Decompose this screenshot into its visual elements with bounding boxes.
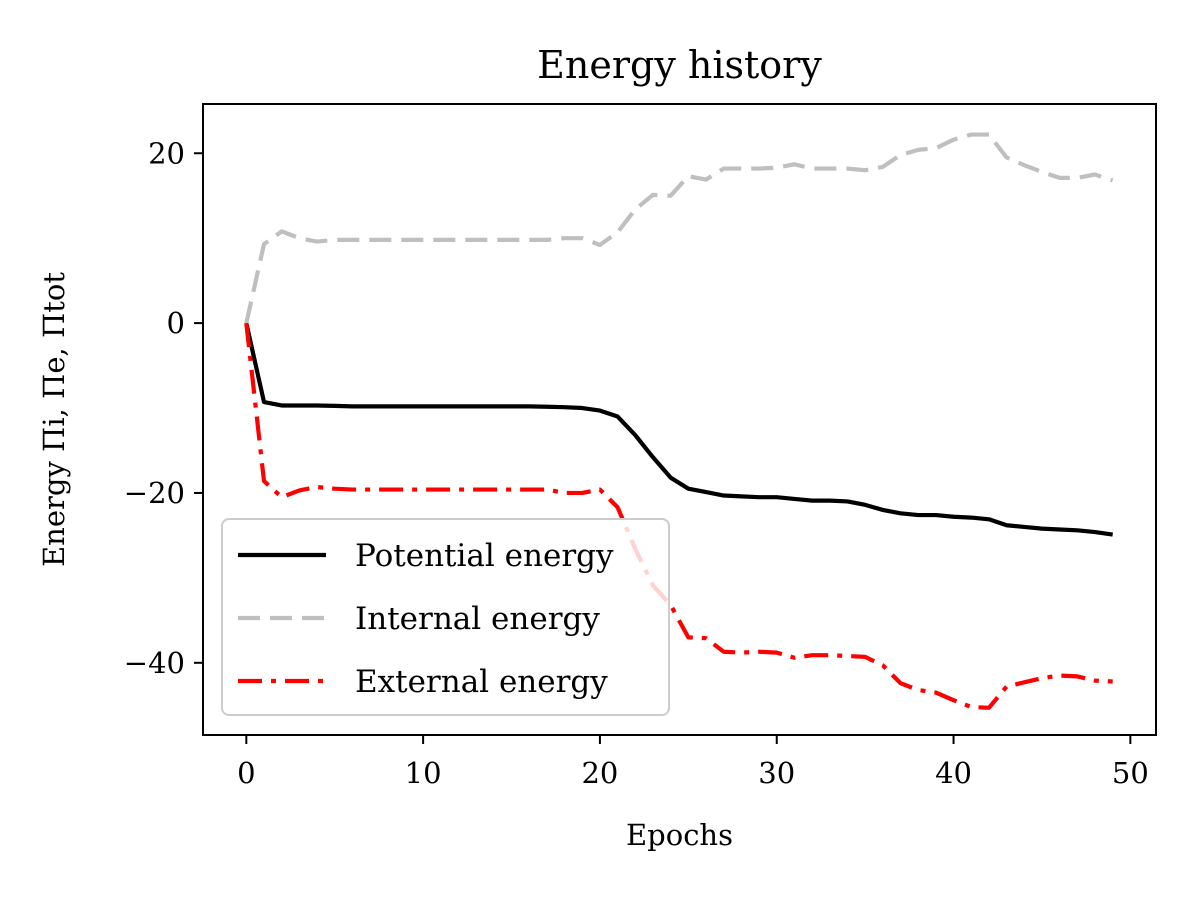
series-line-3 [244,322,1113,710]
y-tick-label: 0 [167,306,185,340]
x-tick-label: 10 [405,756,442,790]
y-tick-label: −20 [124,476,185,510]
series-line-1 [244,322,1113,537]
legend: Potential energy Internal energy External … [221,518,670,716]
y-tick-label: 20 [148,136,185,170]
y-axis-label: Energy Πi, Πe, Πtot [37,272,71,567]
y-tick-label: −40 [124,646,185,680]
legend-label: Internal energy [355,601,600,637]
x-tick-label: 20 [581,756,618,790]
y-axis: 20 0 −20 −40 [124,136,203,680]
chart-title: Energy history [537,43,822,87]
x-tick-label: 40 [935,756,972,790]
series-line-2 [244,132,1114,324]
x-tick-label: 50 [1112,756,1149,790]
x-axis: 0 10 20 30 40 50 [237,735,1149,790]
x-tick-label: 30 [758,756,795,790]
legend-box [221,518,670,716]
plot-area [244,132,1114,710]
x-tick-label: 0 [237,756,255,790]
x-axis-label: Epochs [626,818,733,852]
legend-label: External energy [355,664,608,700]
axes-frame [202,103,1157,736]
legend-label: Potential energy [355,538,614,574]
